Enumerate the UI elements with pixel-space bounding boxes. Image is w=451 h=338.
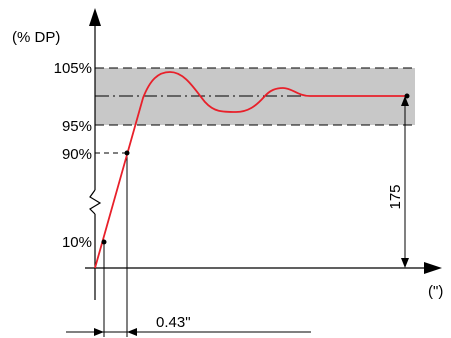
x-axis-arrow-icon	[424, 262, 442, 274]
y-axis-break-icon	[89, 189, 102, 215]
height-arrow-top-icon	[401, 96, 409, 106]
label-10-percent: 10%	[62, 234, 92, 251]
label-105-percent: 105%	[54, 60, 92, 77]
setpoint-marker	[404, 93, 410, 99]
height-dimension-label: 175	[387, 184, 404, 209]
x-axis-unit-label: (")	[428, 283, 443, 300]
height-arrow-bottom-icon	[401, 258, 409, 268]
point-90-marker	[124, 150, 130, 156]
time-arrow-right-icon	[127, 328, 137, 336]
label-90-percent: 90%	[62, 146, 92, 163]
point-10-marker	[101, 239, 107, 245]
response-curve	[94, 71, 407, 269]
y-axis-arrow-icon	[89, 8, 101, 26]
time-dimension-label: 0.43"	[156, 314, 191, 331]
time-arrow-left-icon	[94, 328, 104, 336]
label-95-percent: 95%	[62, 118, 92, 135]
y-axis-unit-label: (% DP)	[12, 29, 60, 46]
